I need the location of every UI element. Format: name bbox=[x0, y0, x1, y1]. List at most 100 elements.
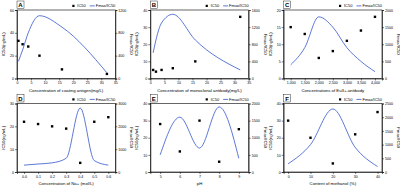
y2-axis: 0100020003000 bbox=[115, 102, 126, 175]
data-point bbox=[218, 161, 220, 163]
legend-item: Fmax/IC50 bbox=[223, 3, 249, 8]
tick-mark bbox=[382, 44, 384, 45]
plot-area bbox=[287, 109, 379, 167]
tick-label: 60 bbox=[10, 9, 14, 13]
panel-label-box bbox=[284, 1, 291, 9]
tick: 0.0 bbox=[22, 172, 27, 179]
tick: 40 bbox=[277, 102, 284, 106]
y2-axis-line bbox=[383, 104, 385, 173]
legend-label: IC50 bbox=[77, 97, 86, 102]
y2-axis: 0500100015002000 bbox=[249, 102, 260, 175]
tick: 15 bbox=[191, 79, 195, 86]
tick: 2000 bbox=[115, 125, 126, 129]
tick-label: 2,000 bbox=[315, 81, 324, 85]
plot-area bbox=[289, 16, 376, 72]
data-point bbox=[37, 123, 39, 125]
panel-title: C bbox=[285, 2, 290, 8]
tick-mark bbox=[115, 126, 117, 127]
data-point bbox=[107, 116, 109, 118]
tick: 0 bbox=[145, 77, 150, 81]
tick-label: 10 bbox=[277, 43, 281, 47]
tick-label: 5 bbox=[164, 81, 166, 85]
panel: 0.00.10.20.30.40.50.60102030010002000300… bbox=[1, 95, 134, 187]
panel: 05101520253035020406004008001200AConcent… bbox=[1, 1, 134, 93]
tick-label: 0 bbox=[145, 171, 147, 175]
data-point bbox=[332, 162, 334, 164]
tick-mark bbox=[282, 155, 284, 156]
y2-axis-title: Fmax/IC50 bbox=[396, 127, 400, 149]
tick-label: 1,000 bbox=[287, 81, 296, 85]
tick: 500 bbox=[382, 60, 391, 64]
tick-label: 9 bbox=[238, 175, 240, 179]
x-axis: 1,0001,5002,0002,5003,0003,5004,000 bbox=[284, 79, 382, 86]
panel-label-box bbox=[284, 95, 291, 103]
tick-label: 5 bbox=[31, 81, 33, 85]
tick-label: 10 bbox=[177, 81, 181, 85]
tick-mark bbox=[148, 10, 150, 11]
tick-mark bbox=[15, 56, 17, 57]
tick-mark bbox=[15, 79, 17, 80]
y2-axis-line bbox=[116, 11, 118, 80]
tick: 2000 bbox=[249, 102, 260, 106]
data-point bbox=[287, 119, 289, 121]
x-axis-title: pH bbox=[197, 181, 203, 186]
legend-label: IC50 bbox=[344, 3, 353, 8]
tick-label: 20 bbox=[205, 81, 209, 85]
legend-key bbox=[72, 5, 74, 7]
tick: 20 bbox=[10, 54, 17, 58]
tick: 20 bbox=[72, 79, 76, 86]
tick-label: 8 bbox=[219, 175, 221, 179]
legend-item: IC50 bbox=[206, 3, 220, 8]
legend-label: Fmax/IC50 bbox=[362, 97, 382, 102]
legend-label: IC50 bbox=[77, 3, 86, 8]
tick-label: 500 bbox=[385, 60, 391, 64]
x-axis: 56789 bbox=[151, 172, 249, 179]
tick: 10 bbox=[143, 154, 150, 158]
y-axis: 010203040 bbox=[277, 102, 285, 175]
data-point bbox=[159, 123, 161, 125]
legend-label: IC50 bbox=[211, 3, 220, 8]
tick-label: 3,000 bbox=[343, 81, 352, 85]
tick-mark bbox=[282, 79, 284, 80]
tick: 1000 bbox=[382, 43, 393, 47]
tick-mark bbox=[249, 155, 251, 156]
data-point bbox=[374, 16, 376, 18]
x-axis-title: Concentration of Na+ (mol/L) bbox=[39, 181, 95, 186]
tick-mark bbox=[382, 104, 384, 105]
plot-frame bbox=[17, 104, 115, 173]
tick-label: 15 bbox=[277, 26, 281, 30]
tick-label: 3000 bbox=[118, 102, 126, 106]
tick-label: 0 bbox=[279, 77, 281, 81]
tick-label: 30 bbox=[277, 119, 281, 123]
legend-key bbox=[206, 98, 208, 100]
figure: 05101520253035020406004008001200AConcent… bbox=[0, 0, 400, 187]
x-axis-title: Concentration of monoclonal antibody(mg/… bbox=[157, 88, 242, 93]
panel: 567890102030400500100015002000EpHIC50(ng… bbox=[134, 95, 267, 187]
tick-mark bbox=[382, 79, 384, 80]
tick-mark bbox=[282, 121, 284, 122]
data-point bbox=[17, 40, 19, 42]
tick-mark bbox=[148, 44, 150, 45]
tick-label: 1000 bbox=[385, 143, 393, 147]
tick: 1,500 bbox=[301, 79, 310, 86]
tick: 2500 bbox=[382, 102, 393, 106]
panel-title: E bbox=[152, 96, 156, 102]
tick: 1500 bbox=[382, 26, 393, 30]
tick-label: 10 bbox=[10, 148, 14, 152]
tick-label: 500 bbox=[252, 154, 258, 158]
tick-mark bbox=[148, 27, 150, 28]
tick-label: 0 bbox=[118, 77, 120, 81]
tick: 5 bbox=[164, 79, 166, 86]
tick: 1,000 bbox=[287, 79, 296, 86]
legend: IC50Fmax/IC50 bbox=[339, 3, 383, 8]
tick-label: 10 bbox=[277, 154, 281, 158]
tick-label: 30 bbox=[100, 81, 104, 85]
tick: 10 bbox=[44, 79, 48, 86]
tick-mark bbox=[382, 10, 384, 11]
tick-mark bbox=[115, 79, 117, 80]
tick: 20 bbox=[143, 136, 150, 140]
tick-label: 1000 bbox=[252, 136, 260, 140]
legend-item: Fmax/IC50 bbox=[356, 97, 382, 102]
tick: 1000 bbox=[249, 136, 260, 140]
tick-mark bbox=[15, 10, 17, 11]
